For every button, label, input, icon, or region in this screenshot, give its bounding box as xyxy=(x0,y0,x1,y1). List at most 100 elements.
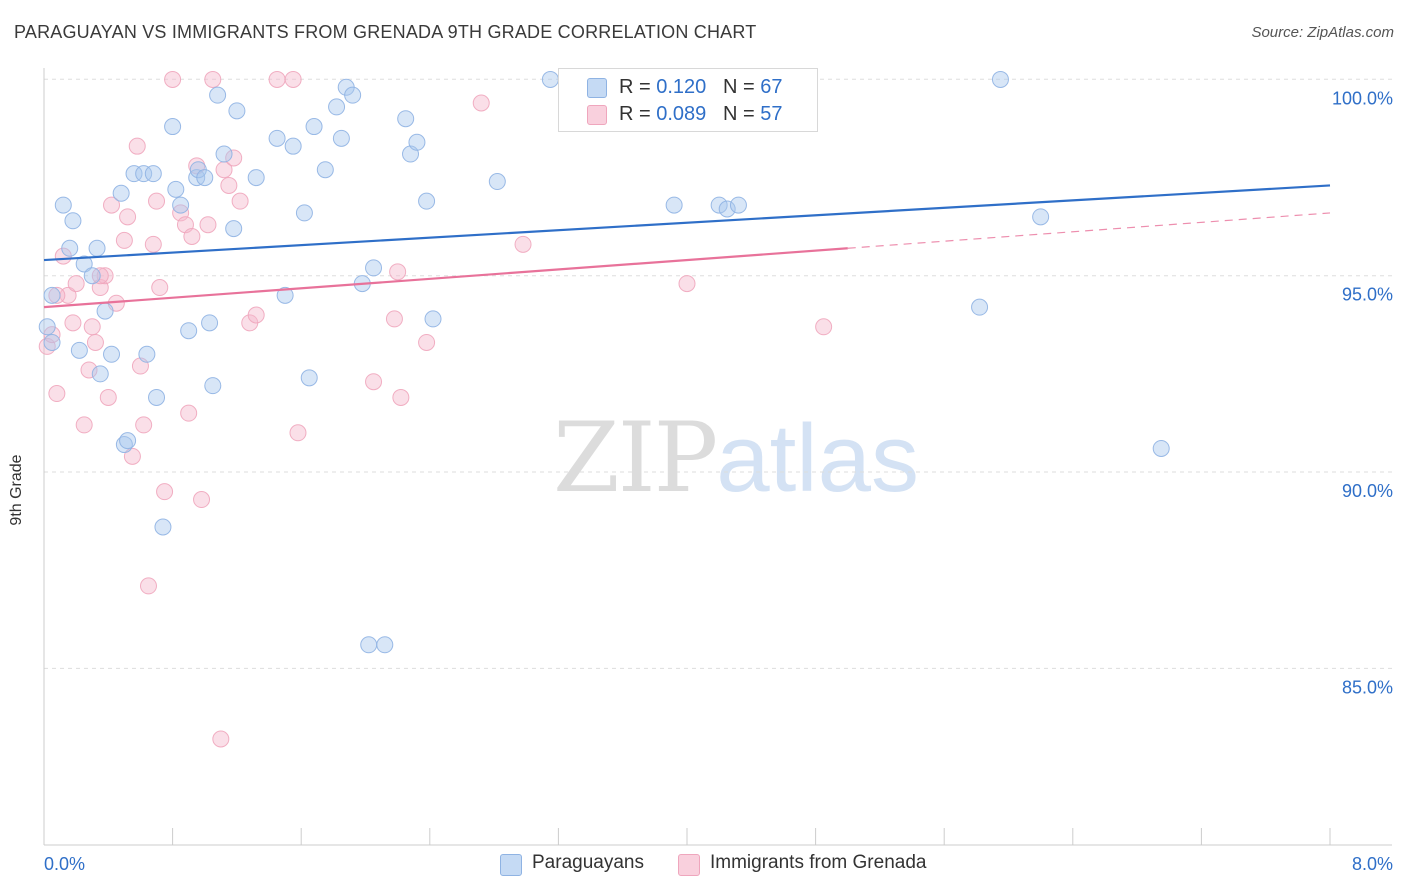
grenada-point xyxy=(247,306,265,324)
paraguayans-point xyxy=(138,345,156,363)
grenada-point xyxy=(392,388,410,406)
grenada-point xyxy=(220,176,238,194)
grenada-point xyxy=(183,227,201,245)
paraguayans-point xyxy=(284,137,302,155)
x-tick-label: 8.0% xyxy=(1352,854,1393,874)
paraguayans-point xyxy=(180,322,198,340)
grenada-point xyxy=(75,416,93,434)
y-tick-label: 95.0% xyxy=(1342,285,1393,305)
paraguayans-point xyxy=(488,173,506,191)
grenada-point xyxy=(284,70,302,88)
legend-swatch-blue xyxy=(587,78,607,98)
grenada-point xyxy=(365,373,383,391)
paraguayans-point xyxy=(196,169,214,187)
legend-swatch-blue xyxy=(500,854,522,876)
legend-swatch-pink xyxy=(678,854,700,876)
grenada-point xyxy=(389,263,407,281)
paraguayans-point xyxy=(360,636,378,654)
grenada-point xyxy=(144,235,162,253)
grenada-point xyxy=(385,310,403,328)
paraguayans-point xyxy=(332,129,350,147)
tick-labels: 85.0% 90.0% 95.0% 100.0% 0.0% 8.0% xyxy=(44,88,1393,874)
grenada-point xyxy=(815,318,833,336)
grenada-point xyxy=(199,216,217,234)
stats-legend: R = 0.120 N = 67 R = 0.089 N = 57 xyxy=(558,68,818,132)
trend-line-paraguayans xyxy=(43,184,1331,262)
paraguayans-point xyxy=(328,98,346,116)
paraguayans-point xyxy=(247,169,265,187)
r-label: R = xyxy=(619,76,651,98)
paraguayans-point xyxy=(300,369,318,387)
y-tick-label: 85.0% xyxy=(1342,677,1393,697)
series-paraguayans-points xyxy=(38,70,1170,654)
trend-lines xyxy=(43,184,1331,309)
paraguayans-point xyxy=(38,318,56,336)
paraguayans-point xyxy=(710,196,728,214)
paraguayans-point xyxy=(376,636,394,654)
grenada-point xyxy=(115,231,133,249)
grenada-point xyxy=(148,192,166,210)
paraguayans-point xyxy=(729,196,747,214)
grenada-point xyxy=(418,333,436,351)
grenada-point xyxy=(212,730,230,748)
paraguayans-point xyxy=(125,165,143,183)
grid xyxy=(44,78,1392,669)
grenada-point xyxy=(80,361,98,379)
paraguayans-point xyxy=(408,133,426,151)
n-label: N = xyxy=(722,103,755,125)
grenada-point xyxy=(193,491,211,509)
y-tick-label: 90.0% xyxy=(1342,481,1393,501)
grenada-point xyxy=(128,137,146,155)
grenada-point xyxy=(151,279,169,297)
grenada-point xyxy=(289,424,307,442)
paraguayans-point xyxy=(541,70,559,88)
n-value-pink: 57 xyxy=(760,103,783,125)
grenada-point xyxy=(225,149,243,167)
paraguayans-point xyxy=(83,267,101,285)
paraguayans-point xyxy=(971,298,989,316)
paraguayans-point xyxy=(397,110,415,128)
watermark-zip: ZIP xyxy=(553,402,718,514)
x-tick-label: 0.0% xyxy=(44,854,85,874)
paraguayans-point xyxy=(112,184,130,202)
paraguayans-point xyxy=(88,239,106,257)
paraguayans-point xyxy=(418,192,436,210)
trend-line-grenada xyxy=(43,247,848,309)
paraguayans-point xyxy=(718,200,736,218)
chart-title: PARAGUAYAN VS IMMIGRANTS FROM GRENADA 9T… xyxy=(14,22,757,42)
legend-label-paraguayans: Paraguayans xyxy=(532,852,644,873)
paraguayans-point xyxy=(665,196,683,214)
paraguayans-point xyxy=(305,118,323,136)
grenada-point xyxy=(156,483,174,501)
paraguayans-point xyxy=(119,432,137,450)
grenada-point xyxy=(119,208,137,226)
paraguayans-point xyxy=(215,145,233,163)
y-tick-label: 100.0% xyxy=(1332,88,1393,108)
paraguayans-point xyxy=(1032,208,1050,226)
paraguayans-point xyxy=(91,365,109,383)
paraguayans-point xyxy=(167,180,185,198)
paraguayans-point xyxy=(225,220,243,238)
paraguayans-point xyxy=(64,212,82,230)
grenada-point xyxy=(268,70,286,88)
paraguayans-point xyxy=(135,165,153,183)
paraguayans-point xyxy=(344,86,362,104)
grenada-point xyxy=(123,447,141,465)
grenada-point xyxy=(48,385,66,403)
source-label: Source: ZipAtlas.com xyxy=(1251,24,1394,41)
paraguayans-point xyxy=(228,102,246,120)
grenada-point xyxy=(472,94,490,112)
grenada-point xyxy=(164,70,182,88)
grenada-point xyxy=(67,275,85,293)
paraguayans-point xyxy=(144,165,162,183)
paraguayans-point xyxy=(43,286,61,304)
watermark: ZIPatlas xyxy=(553,402,919,514)
n-value-blue: 67 xyxy=(760,76,783,98)
grenada-point xyxy=(204,70,222,88)
paraguayans-point xyxy=(164,118,182,136)
paraguayans-point xyxy=(70,341,88,359)
paraguayans-point xyxy=(424,310,442,328)
r-value-blue: 0.120 xyxy=(656,76,707,98)
watermark-atlas: atlas xyxy=(716,405,919,512)
